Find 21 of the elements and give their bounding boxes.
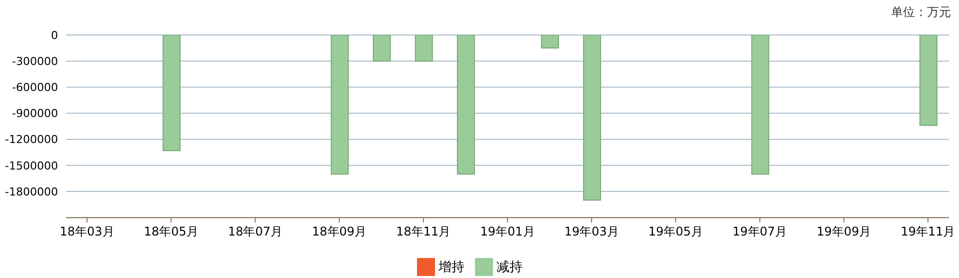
x-tick-label: 18年05月 [144,224,198,239]
legend-label: 减持 [496,260,522,275]
x-tick-label: 18年09月 [312,224,367,239]
y-tick-label: -1800000 [5,185,58,198]
legend-label: 增持 [438,260,464,275]
y-tick-label: -900000 [12,107,58,120]
y-tick-label: 0 [51,28,58,42]
x-tick-label: 18年07月 [228,224,282,239]
y-tick-label: -600000 [12,81,58,94]
x-tick-label: 19年07月 [732,224,788,239]
x-tick-label: 19年09月 [816,224,872,239]
x-tick-label: 18年03月 [60,224,114,239]
text: 单位：万元 [891,4,951,21]
x-tick-label: 19年03月 [564,224,619,239]
x-tick-label: 18年11月 [396,224,451,239]
x-tick-label: 19年11月 [900,224,956,239]
y-tick-label: -300000 [12,54,58,68]
x-tick-label: 19年01月 [480,224,535,239]
x-tick-label: 19年05月 [648,224,703,239]
y-tick-label: -1200000 [5,133,58,146]
y-tick-label: -1500000 [5,159,58,172]
